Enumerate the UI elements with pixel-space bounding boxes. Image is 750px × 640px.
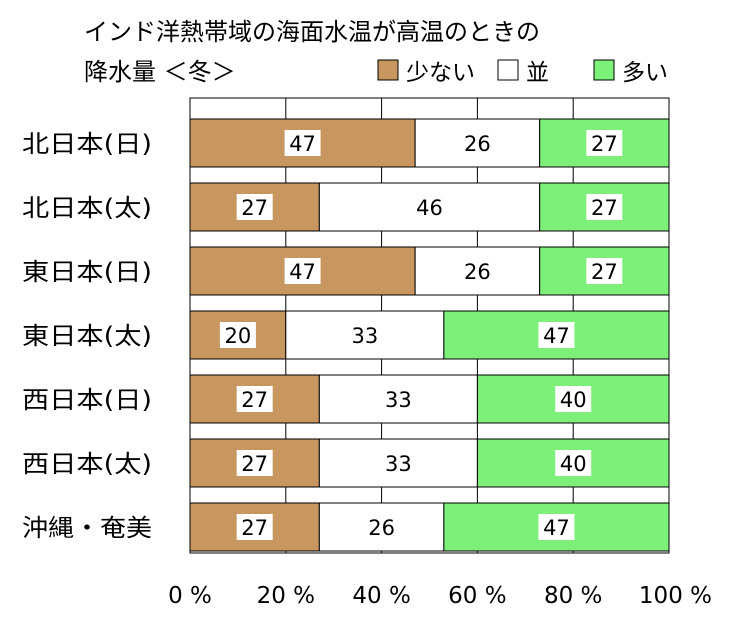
x-tick-label: 80 % (544, 583, 602, 609)
data-label: 27 (241, 516, 268, 540)
data-label: 27 (591, 260, 618, 284)
data-label: 20 (225, 324, 252, 348)
category-labels: 北日本(日) 北日本(太) 東日本(日) 東日本(太) 西日本(日) 西日本(太) 沖縄・奄… (22, 130, 152, 542)
category-label: 東日本(日) (22, 258, 152, 286)
data-label: 47 (543, 516, 570, 540)
data-label: 26 (368, 516, 395, 540)
data-label-background (586, 194, 623, 220)
data-label: 46 (416, 196, 443, 220)
data-label: 26 (464, 132, 491, 156)
data-label: 47 (543, 324, 570, 348)
data-label: 26 (464, 260, 491, 284)
x-tick-label: 40 % (352, 583, 410, 609)
data-label: 33 (385, 388, 412, 412)
data-label: 27 (591, 196, 618, 220)
data-label-background (236, 450, 273, 476)
legend-swatch (377, 59, 399, 81)
category-label: 西日本(日) (22, 386, 152, 414)
x-tick-label: 0 % (168, 583, 212, 609)
data-label: 27 (241, 452, 268, 476)
category-label: 西日本(太) (22, 450, 152, 478)
legend-label: 多い (622, 60, 668, 86)
data-label: 40 (560, 388, 587, 412)
category-label: 沖縄・奄美 (22, 514, 152, 542)
data-label-background (538, 322, 575, 348)
legend-label: 少ない (406, 60, 475, 86)
data-label: 27 (241, 196, 268, 220)
bar-segment (318, 438, 478, 488)
bar-segment (414, 246, 541, 296)
chart-bars: 47 26 27 27 46 27 47 26 27 20 33 47 27 33 40 27 33 40 27 26… (189, 118, 670, 552)
bar-segment (414, 118, 541, 168)
data-label: 47 (289, 132, 316, 156)
data-label-background (586, 258, 623, 284)
data-label-background (586, 130, 623, 156)
data-label-background (236, 514, 273, 540)
x-tick-label: 60 % (448, 583, 506, 609)
data-label-background (219, 322, 256, 348)
x-tick-label: 100 % (639, 583, 712, 609)
x-axis-tick-labels: 0 % 20 % 40 % 60 % 80 % 100 % (168, 583, 712, 609)
chart-title-line2: 降水量 ＜冬＞ (84, 58, 236, 86)
bar-segment (318, 182, 541, 232)
bar-segment (318, 502, 445, 552)
category-label: 北日本(太) (22, 194, 152, 222)
chart-title-line1: インド洋熱帯域の海面水温が高温のときの (84, 18, 540, 46)
data-label-background (236, 386, 273, 412)
legend-swatch (593, 59, 615, 81)
data-label-background (236, 194, 273, 220)
data-label: 40 (560, 452, 587, 476)
data-label: 33 (385, 452, 412, 476)
data-label: 33 (351, 324, 378, 348)
data-label-background (555, 386, 592, 412)
data-label: 27 (591, 132, 618, 156)
x-tick-label: 20 % (257, 583, 315, 609)
legend-label: 並 (526, 60, 549, 86)
data-label-background (555, 450, 592, 476)
category-label: 北日本(日) (22, 130, 152, 158)
category-label: 東日本(太) (22, 322, 152, 350)
data-label: 47 (289, 260, 316, 284)
legend-swatch (497, 59, 519, 81)
bar-segment (539, 246, 670, 296)
data-label-background (538, 514, 575, 540)
data-label-background (284, 130, 321, 156)
data-label-background (284, 258, 321, 284)
chart-title: インド洋熱帯域の海面水温が高温のときの 降水量 ＜冬＞ (84, 18, 540, 86)
data-label: 27 (241, 388, 268, 412)
chart-legend: 少ない 並 多い (377, 59, 668, 86)
